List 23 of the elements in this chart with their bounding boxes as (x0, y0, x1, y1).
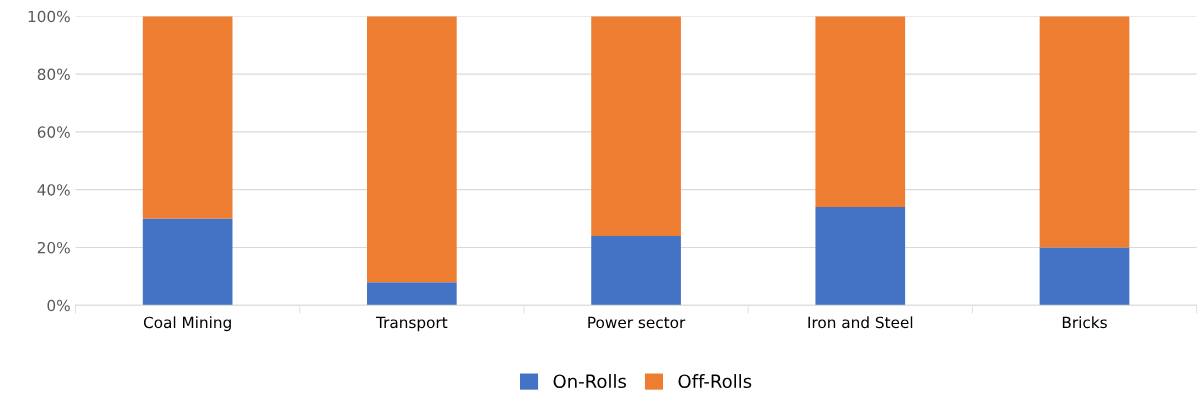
legend-label: Off-Rolls (678, 374, 752, 389)
bar (1039, 247, 1130, 306)
bar (815, 207, 906, 306)
x-tick-label: Power sector (588, 316, 686, 329)
x-tick-label: Iron and Steel (808, 316, 913, 329)
y-tick-label: 0% (47, 299, 70, 312)
bar (142, 218, 233, 306)
y-tick-label: 40% (37, 184, 70, 196)
x-tick-label: Transport (375, 316, 448, 332)
bar (591, 16, 681, 236)
bar (1039, 16, 1130, 248)
y-tick-label: 100% (28, 10, 70, 23)
y-tick-label: 20% (37, 241, 70, 254)
bar (367, 282, 457, 306)
legend-label: On-Rolls (553, 374, 627, 389)
bar (815, 16, 906, 207)
x-tick-label: Coal Mining (143, 316, 231, 332)
y-tick-label: 60% (37, 126, 70, 138)
x-tick-label: Bricks (1062, 316, 1107, 329)
y-tick-label: 80% (37, 68, 70, 81)
bar (367, 16, 457, 283)
bar (591, 235, 681, 306)
bar (142, 16, 233, 219)
